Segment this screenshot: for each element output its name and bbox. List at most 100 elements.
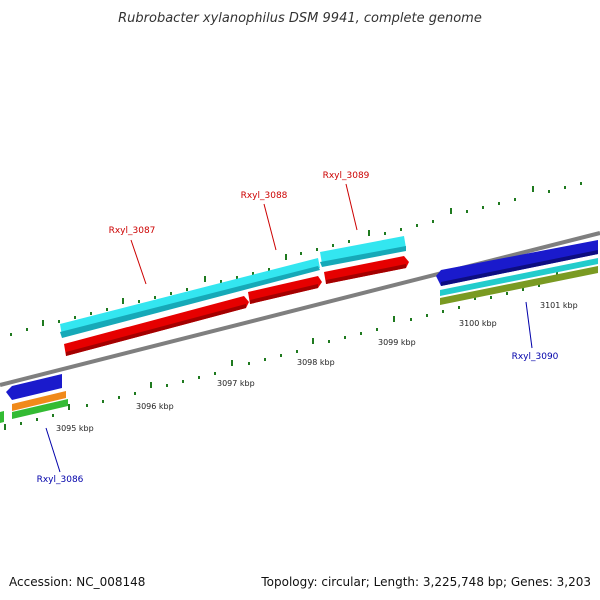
tick-mark — [52, 414, 54, 417]
tick-mark — [10, 333, 12, 336]
tick-mark — [506, 292, 508, 295]
gene-label-rxyl-3090[interactable]: Rxyl_3090 — [512, 352, 559, 362]
tick-mark — [410, 318, 412, 321]
tick-mark — [231, 360, 233, 366]
tick-mark — [134, 392, 136, 395]
tick-mark — [138, 300, 140, 303]
tick-label: 3096 kbp — [136, 402, 174, 411]
scale-labels: 3095 kbp 3096 kbp 3097 kbp 3098 kbp 3099… — [56, 301, 578, 433]
tick-mark — [348, 240, 350, 243]
tick-mark — [532, 186, 534, 192]
gene-feature-orange[interactable] — [12, 391, 66, 411]
gene-feature-blue[interactable] — [441, 250, 598, 286]
tick-label: 3098 kbp — [297, 358, 335, 367]
tick-mark — [360, 332, 362, 335]
tick-mark — [490, 296, 492, 299]
tick-mark — [280, 354, 282, 357]
tick-label: 3101 kbp — [540, 301, 578, 310]
tick-mark — [522, 288, 524, 291]
tick-mark — [154, 296, 156, 299]
tick-mark — [86, 404, 88, 407]
tick-mark — [198, 376, 200, 379]
tick-mark — [182, 380, 184, 383]
tick-mark — [264, 358, 266, 361]
gene-label-rxyl-3086[interactable]: Rxyl_3086 — [37, 475, 84, 485]
tick-mark — [186, 288, 188, 291]
tick-mark — [4, 424, 6, 430]
tick-mark — [426, 314, 428, 317]
gene-feature-olive[interactable] — [440, 266, 598, 305]
tick-mark — [344, 336, 346, 339]
tick-mark — [150, 382, 152, 388]
tick-mark — [328, 340, 330, 343]
gene-label-rxyl-3088[interactable]: Rxyl_3088 — [241, 191, 288, 201]
genome-summary-text: Topology: circular; Length: 3,225,748 bp… — [260, 575, 591, 589]
tick-mark — [90, 312, 92, 315]
left-gene-stack — [0, 374, 68, 423]
gene-label-rxyl-3089[interactable]: Rxyl_3089 — [323, 171, 370, 181]
tick-mark — [332, 244, 334, 247]
tick-mark — [384, 232, 386, 235]
tick-mark — [74, 316, 76, 319]
tick-mark — [580, 182, 582, 185]
gene-feature-red[interactable] — [250, 284, 318, 304]
tick-mark — [538, 284, 540, 287]
tick-mark — [42, 320, 44, 326]
gene-feature-red[interactable] — [66, 304, 246, 356]
gene-feature-green[interactable] — [12, 399, 68, 419]
tick-mark — [214, 372, 216, 375]
tick-mark — [498, 202, 500, 205]
gene-feature-cyan[interactable] — [320, 236, 406, 264]
gene-label-rxyl-3087[interactable]: Rxyl_3087 — [109, 226, 156, 236]
tick-mark — [300, 252, 302, 255]
accession-text: Accession: NC_008148 — [9, 575, 145, 589]
tick-mark — [220, 280, 222, 283]
leader-line — [525, 301, 533, 349]
tick-mark — [20, 422, 22, 425]
tick-mark — [432, 220, 434, 223]
gene-feature-cyan[interactable] — [320, 246, 406, 267]
tick-mark — [68, 404, 70, 410]
tick-mark — [400, 228, 402, 231]
genome-backbone — [0, 231, 600, 387]
cyan-gene-row — [60, 236, 406, 338]
tick-mark — [514, 198, 516, 201]
tick-mark — [458, 306, 460, 309]
tick-mark — [252, 272, 254, 275]
gene-feature-blue[interactable] — [436, 240, 598, 286]
tick-mark — [102, 400, 104, 403]
tick-mark — [58, 320, 60, 323]
gene-feature-red[interactable] — [326, 264, 406, 284]
label-leaders — [45, 183, 533, 473]
leader-line — [263, 203, 277, 251]
tick-mark — [393, 316, 395, 322]
tick-mark — [316, 248, 318, 251]
tick-mark — [166, 384, 168, 387]
right-gene-stack — [436, 240, 598, 305]
tick-mark — [248, 362, 250, 365]
tick-label: 3100 kbp — [459, 319, 497, 328]
tick-mark — [26, 328, 28, 331]
tick-mark — [376, 328, 378, 331]
tick-mark — [36, 418, 38, 421]
tick-mark — [170, 292, 172, 295]
gene-feature-teal[interactable] — [440, 258, 598, 296]
map-title: Rubrobacter xylanophilus DSM 9941, compl… — [118, 11, 482, 26]
red-gene-row — [64, 256, 409, 356]
gene-feature-green[interactable] — [0, 411, 4, 423]
gene-feature-blue[interactable] — [6, 374, 62, 400]
tick-mark — [482, 206, 484, 209]
tick-mark — [416, 224, 418, 227]
tick-mark — [466, 210, 468, 213]
tick-mark — [106, 308, 108, 311]
tick-mark — [285, 254, 287, 260]
tick-label: 3095 kbp — [56, 424, 94, 433]
tick-label: 3099 kbp — [378, 338, 416, 347]
tick-label: 3097 kbp — [217, 379, 255, 388]
tick-mark — [312, 338, 314, 344]
lower-tick-track — [4, 272, 574, 430]
tick-mark — [296, 350, 298, 353]
tick-mark — [204, 276, 206, 282]
tick-mark — [564, 186, 566, 189]
gene-feature-cyan[interactable] — [60, 266, 320, 338]
